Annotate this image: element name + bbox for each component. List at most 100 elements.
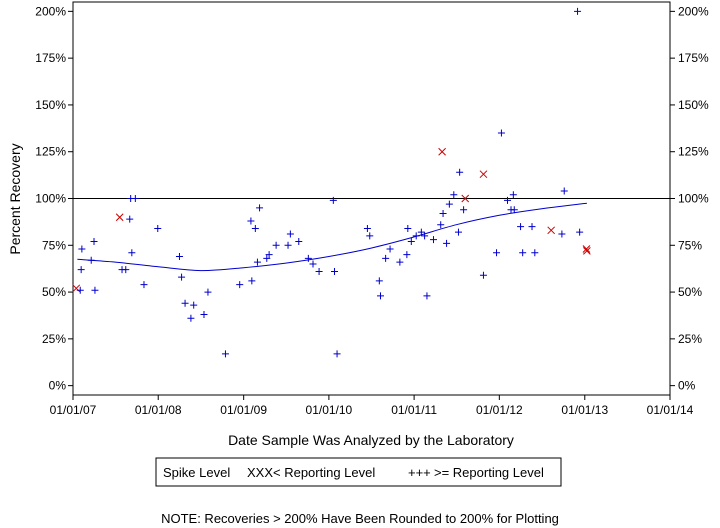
point-at-or-above-reporting-level <box>437 221 445 229</box>
point-at-or-above-reporting-level <box>236 281 244 289</box>
point-at-or-above-reporting-level <box>78 245 86 253</box>
point-at-or-above-reporting-level <box>329 196 337 204</box>
y-axis-left: 0% 25% 50% 75% 100% 125% 150% 175% 200% <box>35 4 73 393</box>
point-at-or-above-reporting-level <box>122 266 130 274</box>
legend-symbol-above: +++ <box>408 465 431 480</box>
point-at-or-above-reporting-level <box>497 129 505 137</box>
point-below-reporting-level <box>547 226 556 235</box>
point-at-or-above-reporting-level <box>407 238 415 246</box>
point-at-or-above-reporting-level <box>504 196 511 204</box>
point-at-or-above-reporting-level <box>248 277 256 285</box>
point-at-or-above-reporting-level <box>309 260 317 268</box>
point-at-or-above-reporting-level <box>76 286 84 294</box>
point-at-or-above-reporting-level <box>256 204 264 212</box>
y-axis-right: 0% 25% 50% 75% 100% 125% 150% 175% 200% <box>670 4 709 393</box>
y-tick-label-left: 100% <box>35 192 66 206</box>
point-at-or-above-reporting-level <box>286 230 294 238</box>
y-tick-label-left: 25% <box>42 332 66 346</box>
point-at-or-above-reporting-level <box>460 206 468 214</box>
point-at-or-above-reporting-level <box>576 228 584 236</box>
point-at-or-above-reporting-level <box>412 232 420 240</box>
y-tick-label-left: 200% <box>35 4 66 18</box>
y-tick-label-left: 150% <box>35 98 66 112</box>
y-tick-label-right: 200% <box>678 4 709 18</box>
point-at-or-above-reporting-level <box>140 281 148 289</box>
point-at-or-above-reporting-level <box>558 230 566 238</box>
point-at-or-above-reporting-level <box>221 350 229 358</box>
y-tick-label-right: 75% <box>678 238 702 252</box>
point-at-or-above-reporting-level <box>382 254 390 262</box>
point-at-or-above-reporting-level <box>175 253 183 261</box>
x-tick-label: 01/01/07 <box>50 403 97 417</box>
y-tick-label-right: 100% <box>678 192 709 206</box>
x-tick-label: 01/01/11 <box>391 403 437 417</box>
point-at-or-above-reporting-level <box>284 241 292 249</box>
x-tick-label: 01/01/10 <box>306 403 353 417</box>
point-at-or-above-reporting-level <box>386 245 394 253</box>
point-at-or-above-reporting-level <box>295 238 303 246</box>
y-tick-label-left: 175% <box>35 51 66 65</box>
point-at-or-above-reporting-level <box>253 258 261 266</box>
y-tick-label-right: 0% <box>678 379 696 393</box>
point-at-or-above-reporting-level <box>528 223 536 231</box>
point-below-reporting-level <box>438 147 446 156</box>
point-at-or-above-reporting-level <box>315 267 323 275</box>
point-at-or-above-reporting-level <box>263 254 271 262</box>
point-at-or-above-reporting-level <box>375 277 383 285</box>
point-at-or-above-reporting-level <box>445 200 453 208</box>
point-at-or-above-reporting-level <box>178 273 186 281</box>
point-at-or-above-reporting-level <box>517 223 525 231</box>
point-at-or-above-reporting-level <box>443 239 451 247</box>
legend-symbol-below: XXX <box>247 465 273 480</box>
point-at-or-above-reporting-level <box>454 228 462 236</box>
x-axis: 01/01/07 01/01/08 01/01/09 01/01/10 01/01/11… <box>50 395 694 417</box>
point-at-or-above-reporting-level <box>519 249 527 257</box>
point-at-or-above-reporting-level <box>404 224 412 232</box>
point-at-or-above-reporting-level <box>403 251 411 259</box>
point-below-reporting-level <box>461 194 470 203</box>
legend-box <box>155 457 562 487</box>
point-at-or-above-reporting-level <box>479 271 487 279</box>
point-at-or-above-reporting-level <box>456 168 464 176</box>
point-at-or-above-reporting-level <box>423 292 431 300</box>
point-at-or-above-reporting-level <box>77 266 85 274</box>
point-at-or-above-reporting-level <box>450 191 458 199</box>
legend-label-above: >= Reporting Level <box>434 465 544 480</box>
point-at-or-above-reporting-level <box>363 224 371 232</box>
point-at-or-above-reporting-level <box>560 187 568 195</box>
point-at-or-above-reporting-level <box>272 241 280 249</box>
point-at-or-above-reporting-level <box>265 251 273 259</box>
point-at-or-above-reporting-level <box>91 286 99 294</box>
point-at-or-above-reporting-level <box>531 249 539 257</box>
x-axis-title: Date Sample Was Analyzed by the Laborato… <box>228 432 514 448</box>
y-tick-label-right: 125% <box>678 145 709 159</box>
y-axis-title: Percent Recovery <box>7 143 23 254</box>
point-below-reporting-level <box>115 213 124 222</box>
point-at-or-above-reporting-level <box>304 254 312 262</box>
point-at-or-above-reporting-level <box>187 314 195 322</box>
point-at-or-above-reporting-level <box>181 299 189 307</box>
point-at-or-above-reporting-level <box>247 217 255 225</box>
point-at-or-above-reporting-level <box>439 209 447 217</box>
y-tick-label-right: 175% <box>678 51 709 65</box>
point-at-or-above-reporting-level <box>510 206 518 214</box>
legend-title: Spike Level <box>163 465 230 480</box>
point-at-or-above-reporting-level <box>396 258 404 266</box>
y-tick-label-right: 50% <box>678 285 702 299</box>
y-tick-label-right: 150% <box>678 98 709 112</box>
x-tick-label: 01/01/09 <box>220 403 267 417</box>
x-tick-label: 01/01/13 <box>561 403 608 417</box>
point-at-or-above-reporting-level <box>200 311 208 319</box>
point-at-or-above-reporting-level <box>128 249 136 257</box>
point-at-or-above-reporting-level <box>333 350 341 358</box>
point-at-or-above-reporting-level <box>421 232 429 240</box>
point-at-or-above-reporting-level <box>190 301 198 309</box>
point-at-or-above-reporting-level <box>204 288 212 296</box>
point-at-or-above-reporting-level <box>366 232 374 240</box>
data-points <box>72 7 591 358</box>
legend: Spike Level XXX < Reporting Level +++ >=… <box>155 457 562 487</box>
point-at-or-above-reporting-level <box>493 249 501 257</box>
point-at-or-above-reporting-level <box>87 256 95 264</box>
x-tick-label: 01/01/12 <box>476 403 523 417</box>
